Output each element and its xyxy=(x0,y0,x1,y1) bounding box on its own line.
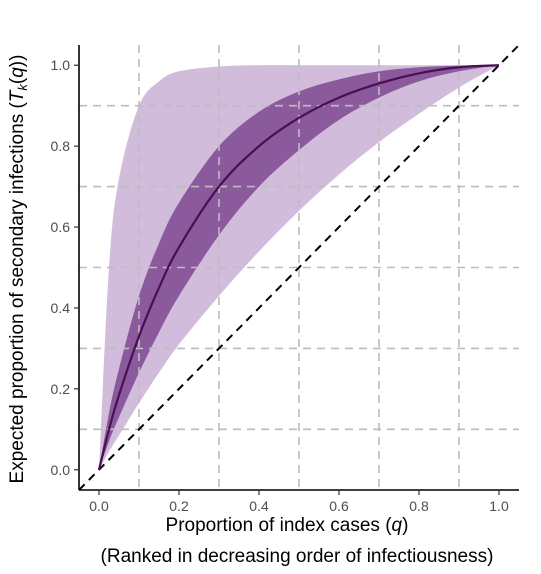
x-tick-label: 0.6 xyxy=(329,498,349,514)
equality-diagonal-line xyxy=(78,44,520,491)
y-axis-title: Expected proportion of secondary infecti… xyxy=(7,55,30,484)
x-tick-label: 0.4 xyxy=(249,498,269,514)
median-curve xyxy=(97,64,500,471)
x-axis-subtitle: (Ranked in decreasing order of infectiou… xyxy=(101,546,494,567)
x-axis-title-main: Proportion of index cases ( xyxy=(166,515,393,536)
x-tick-label: 0.2 xyxy=(169,498,189,514)
y-axis-title-close: )) xyxy=(7,55,28,68)
y-tick-label: 0.0 xyxy=(51,462,71,478)
y-axis-title-main: Expected proportion of secondary infecti… xyxy=(7,102,28,484)
y-axis-title-sub: k xyxy=(15,83,30,91)
y-tick-label: 0.4 xyxy=(51,300,71,316)
reference-lines xyxy=(79,45,519,490)
y-tick-label: 0.8 xyxy=(51,138,71,154)
x-axis-title: Proportion of index cases (q) xyxy=(166,515,409,536)
x-axis-title-var: q xyxy=(392,515,403,536)
x-tick-label: 1.0 xyxy=(489,498,509,514)
y-tick-label: 0.2 xyxy=(51,381,71,397)
y-axis-title-var2: q xyxy=(7,67,28,78)
plot-area xyxy=(78,44,520,491)
x-tick-label: 0.8 xyxy=(409,498,429,514)
y-tick-label: 1.0 xyxy=(51,57,71,73)
x-axis-ticks: 0.0 0.2 0.4 0.6 0.8 1.0 xyxy=(89,490,509,514)
x-tick-label: 0.0 xyxy=(89,498,109,514)
y-axis-title-open: ( xyxy=(7,77,28,84)
y-axis-ticks: 0.0 0.2 0.4 0.6 0.8 1.0 xyxy=(51,57,79,478)
x-axis-title-close: ) xyxy=(402,515,408,536)
y-axis-title-var: T xyxy=(7,89,28,102)
y-tick-label: 0.6 xyxy=(51,219,71,235)
outer-credible-band xyxy=(99,65,499,470)
